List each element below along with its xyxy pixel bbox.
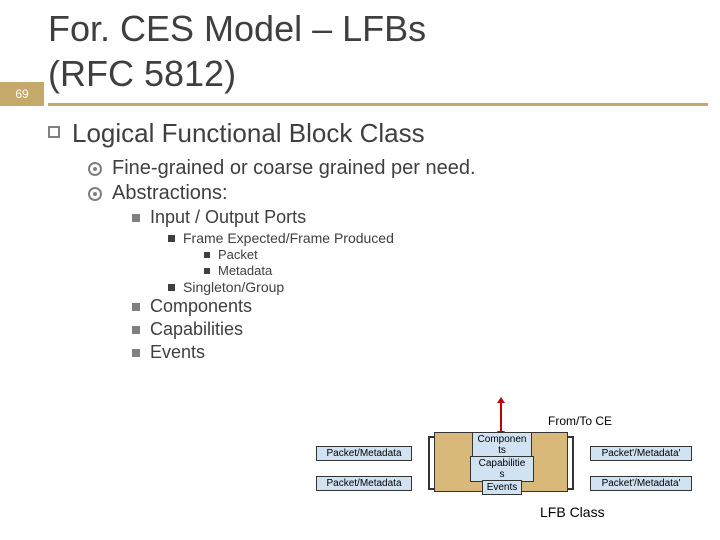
bullet-l3: Input / Output Ports bbox=[132, 207, 708, 228]
bullet-text: Capabilities bbox=[150, 319, 243, 340]
label-text: s bbox=[500, 469, 505, 480]
fromto-label: From/To CE bbox=[548, 414, 612, 428]
square-bullet-icon bbox=[204, 252, 210, 258]
bullet-text: Frame Expected/Frame Produced bbox=[183, 230, 394, 246]
square-bullet-icon bbox=[168, 284, 175, 291]
bullet-l2: Abstractions: bbox=[88, 182, 708, 205]
bullet-l5: Packet bbox=[204, 247, 708, 262]
bullet-text: Components bbox=[150, 296, 252, 317]
bullet-text: Events bbox=[150, 342, 205, 363]
packet-metadata-in: Packet/Metadata bbox=[316, 446, 412, 461]
bullet-l3: Capabilities bbox=[132, 319, 708, 340]
square-bullet-icon bbox=[132, 349, 140, 357]
title-underline bbox=[48, 103, 708, 106]
bracket-left-icon bbox=[428, 436, 434, 490]
bullet-l3: Components bbox=[132, 296, 708, 317]
content-area: Logical Functional Block Class Fine-grai… bbox=[48, 118, 708, 365]
title-line2: (RFC 5812) bbox=[48, 53, 236, 94]
bullet-text: Fine-grained or coarse grained per need. bbox=[112, 157, 476, 180]
bullet-l1: Logical Functional Block Class bbox=[48, 118, 708, 149]
square-bullet-icon bbox=[132, 303, 140, 311]
square-bullet-icon bbox=[48, 126, 60, 138]
label-text: Componen bbox=[478, 434, 527, 445]
lfb-class-label: LFB Class bbox=[540, 504, 605, 520]
slide-number: 69 bbox=[0, 82, 44, 106]
bullet-text: Logical Functional Block Class bbox=[72, 118, 425, 149]
events-label: Events bbox=[482, 480, 522, 495]
bullet-l5: Metadata bbox=[204, 263, 708, 278]
packet-metadata-out: Packet'/Metadata' bbox=[590, 446, 692, 461]
slide-title: For. CES Model – LFBs (RFC 5812) bbox=[48, 6, 426, 96]
capabilities-label: Capabilitie s bbox=[470, 456, 534, 482]
square-bullet-icon bbox=[132, 214, 140, 222]
bullet-l4: Frame Expected/Frame Produced bbox=[168, 230, 708, 246]
bullet-text: Metadata bbox=[218, 263, 272, 278]
bullet-text: Packet bbox=[218, 247, 258, 262]
bullet-text: Singleton/Group bbox=[183, 279, 284, 295]
square-bullet-icon bbox=[132, 326, 140, 334]
components-label: Componen ts bbox=[472, 432, 532, 458]
bullet-l4: Singleton/Group bbox=[168, 279, 708, 295]
packet-metadata-out: Packet'/Metadata' bbox=[590, 476, 692, 491]
bullet-text: Abstractions: bbox=[112, 182, 228, 205]
square-bullet-icon bbox=[204, 268, 210, 274]
bullet-l2: Fine-grained or coarse grained per need. bbox=[88, 157, 708, 180]
label-text: Capabilitie bbox=[479, 458, 526, 469]
double-arrow-icon bbox=[500, 402, 502, 432]
bullet-l3: Events bbox=[132, 342, 708, 363]
target-bullet-icon bbox=[88, 162, 102, 176]
packet-metadata-in: Packet/Metadata bbox=[316, 476, 412, 491]
label-text: ts bbox=[498, 445, 506, 456]
target-bullet-icon bbox=[88, 187, 102, 201]
title-line1: For. CES Model – LFBs bbox=[48, 8, 426, 49]
square-bullet-icon bbox=[168, 235, 175, 242]
lfb-diagram: From/To CE Componen ts Capabilitie s Eve… bbox=[286, 400, 716, 530]
bullet-text: Input / Output Ports bbox=[150, 207, 306, 228]
bracket-right-icon bbox=[568, 436, 574, 490]
